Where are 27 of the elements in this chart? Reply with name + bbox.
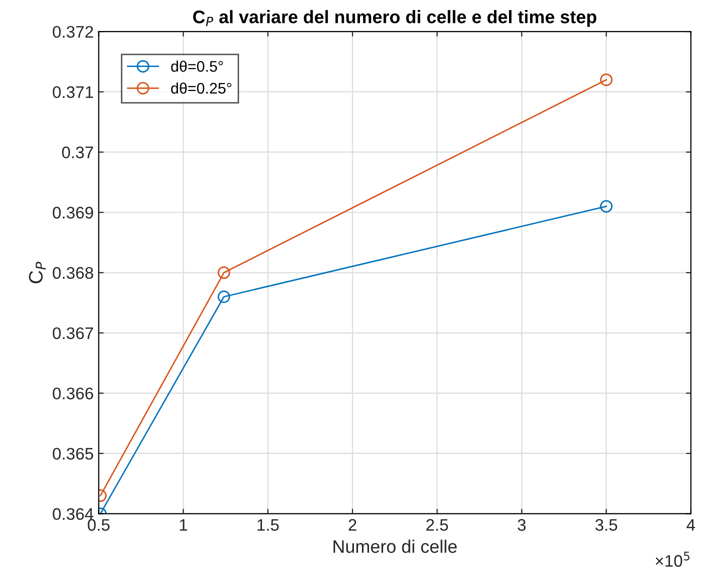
y-tick-label: 0.368 — [52, 267, 94, 279]
y-axis-title: C$_{P}$ — [28, 262, 46, 284]
chart-title: C$_{P}$ al variare del numero di celle e del time step — [193, 10, 596, 27]
y-tick-label: 0.37 — [62, 146, 94, 158]
y-tick-label: 0.369 — [52, 206, 94, 219]
point — [218, 290, 230, 304]
text: ×10$^{5}$ — [656, 552, 690, 567]
x-tick-label: 1.5 — [258, 519, 279, 531]
y-tick-label: 0.364 — [52, 508, 94, 520]
x-tick-label: 1 — [180, 519, 188, 531]
y-tick-label: 0.371 — [52, 86, 94, 98]
y-tick-label: 0.367 — [52, 327, 94, 340]
y-tick-label: 0.365 — [52, 448, 94, 460]
point — [218, 266, 230, 279]
x-tick-label: 4 — [686, 519, 696, 531]
point — [600, 74, 613, 86]
x-tick-label: 0.5 — [88, 519, 110, 531]
point — [600, 200, 613, 213]
x-axis-title: Numero di celle — [334, 540, 457, 553]
legend-label: dθ=0.25° — [171, 82, 232, 94]
y-tick-label: 0.372 — [52, 26, 94, 38]
x-tick-label: 2.5 — [426, 519, 448, 531]
legend-label: dθ=0.5° — [171, 60, 223, 72]
x-tick-label: 3 — [518, 519, 526, 531]
x-tick-label: 2 — [348, 519, 356, 531]
y-tick-label: 0.366 — [52, 388, 94, 400]
x-tick-label: 3.5 — [595, 519, 618, 531]
